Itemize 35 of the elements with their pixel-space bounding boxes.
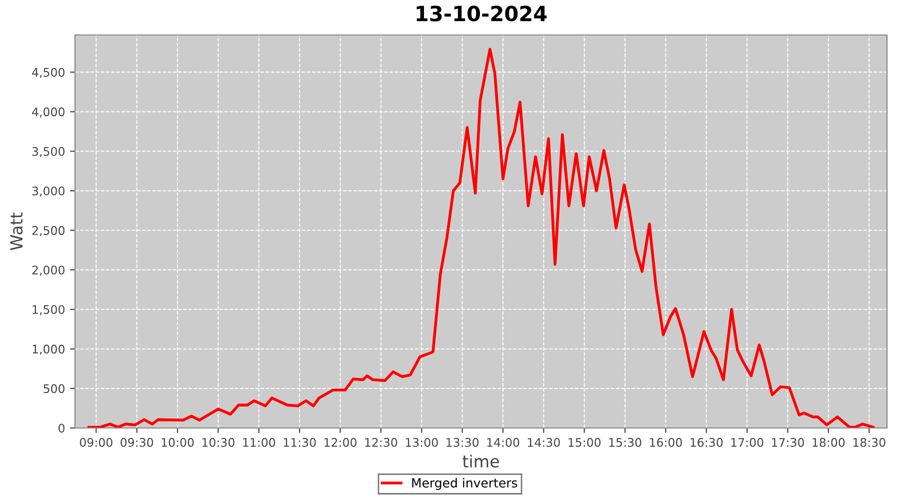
x-tick-label: 14:30 (528, 438, 560, 447)
x-tick-label: 14:00 (487, 438, 520, 447)
x-tick-label: 09:00 (80, 438, 112, 447)
x-tick-label: 17:30 (772, 438, 804, 447)
x-tick-label: 13:00 (406, 438, 438, 447)
x-tick-label: 11:30 (284, 438, 316, 447)
y-tick-label: 1,000 (32, 344, 64, 355)
x-tick-label: 12:30 (365, 438, 398, 447)
y-tick-label: 2,000 (32, 266, 64, 276)
x-tick-label: 13:30 (446, 438, 479, 447)
line-series (87, 48, 875, 428)
x-tick-label: 10:30 (202, 438, 234, 447)
y-tick-label: 3,000 (32, 186, 64, 197)
y-tick-label: 4,500 (32, 68, 64, 78)
x-tick-label: 15:00 (568, 438, 601, 447)
x-tick-label: 10:00 (162, 438, 194, 447)
y-tick-label: 3,500 (32, 146, 64, 158)
x-tick-label: 18:30 (853, 438, 886, 447)
x-tick-label: 12:00 (324, 438, 356, 447)
x-tick-label: 18:00 (812, 438, 845, 447)
legend-label: Merged inverters (412, 478, 518, 490)
x-tick-label: 16:00 (650, 438, 682, 447)
y-tick-label: 4,000 (32, 107, 64, 118)
y-axis-title: Watt (10, 212, 23, 250)
y-tick-label: 1,500 (32, 305, 64, 316)
y-tick-label: 0 (58, 424, 64, 433)
y-tick-label: 2,500 (32, 226, 64, 236)
x-tick-label: 17:00 (731, 438, 764, 447)
x-tick-label: 11:00 (243, 438, 276, 447)
x-tick-label: 15:30 (609, 438, 642, 447)
x-tick-label: 09:30 (120, 438, 154, 447)
chart-title: 13-10-2024 (416, 6, 547, 22)
y-tick-label: 500 (44, 384, 64, 394)
x-axis-title: time (462, 454, 499, 468)
x-tick-label: 16:30 (690, 438, 723, 447)
